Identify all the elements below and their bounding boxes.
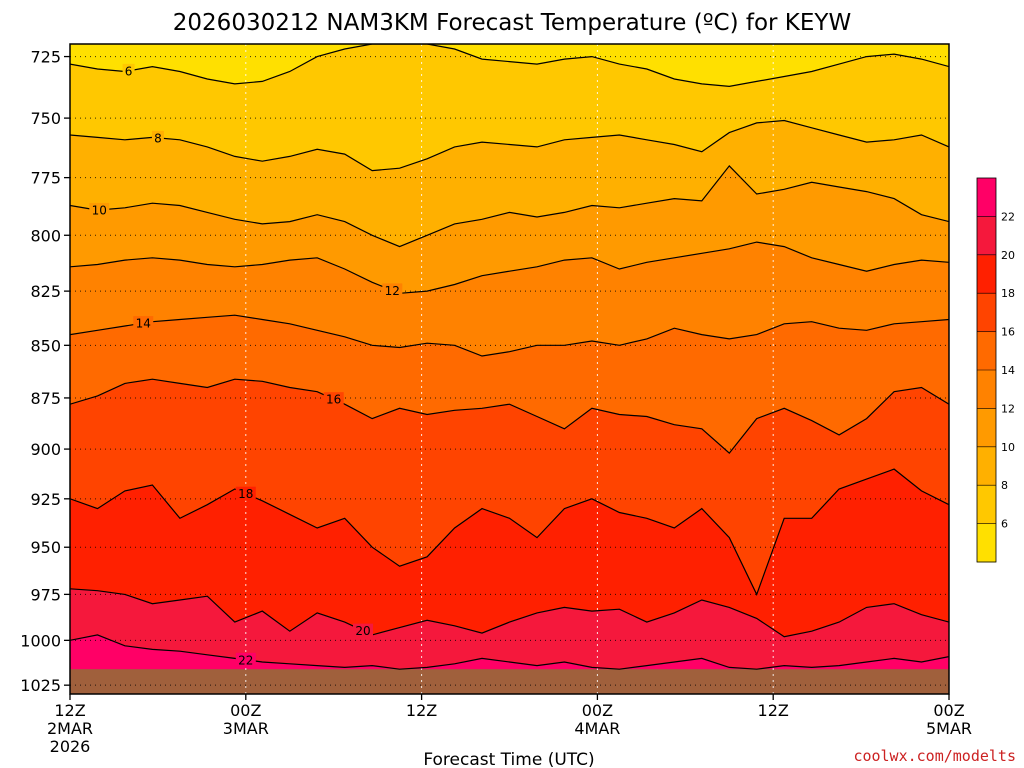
isotherm-label-6: 6	[125, 64, 133, 78]
plot-frame	[69, 43, 950, 695]
x-tick-label-0: 12Z	[54, 701, 85, 720]
plot-area	[70, 44, 949, 694]
x-tick-year-0: 2026	[50, 737, 91, 756]
isotherm-label-bg-10	[89, 202, 110, 217]
y-tick-label-900: 900	[30, 440, 61, 459]
isotherm-12	[70, 241, 949, 294]
isotherm-label-8: 8	[154, 131, 162, 145]
isotherm-label-14: 14	[136, 317, 151, 331]
colorbar-swatch-12	[977, 370, 996, 409]
isotherm-label-bg-22	[235, 652, 256, 667]
colorbar-swatch-8	[977, 446, 996, 486]
colorbar-label-10: 10	[1001, 441, 1015, 454]
isotherm-label-22: 22	[238, 653, 253, 667]
x-tick-label-60: 00Z	[933, 701, 964, 720]
isotherm-label-12: 12	[385, 284, 400, 298]
colorbar-swatch-22	[977, 178, 996, 217]
y-tick-label-825: 825	[30, 282, 61, 301]
x-tick-date-60: 5MAR	[926, 719, 972, 738]
colorbar-label-8: 8	[1001, 479, 1008, 492]
isotherm-10	[70, 164, 949, 248]
x-tick-date-12: 3MAR	[223, 719, 269, 738]
isotherm-label-bg-8	[151, 130, 164, 145]
isotherm-label-16: 16	[326, 393, 341, 407]
isotherm-label-bg-20	[353, 623, 373, 638]
credit-link[interactable]: coolwx.com/modelts	[853, 747, 1016, 765]
isotherm-labels: 6 8 10 12 14 16 18 20 22	[89, 63, 403, 667]
y-tick-label-1025: 1025	[20, 676, 61, 695]
isotherm-18	[70, 468, 949, 596]
colorbar-label-22: 22	[1001, 210, 1015, 223]
x-tick-label-36: 00Z	[582, 701, 613, 720]
isotherm-lines	[70, 44, 949, 670]
x-tick-label-12: 00Z	[230, 701, 261, 720]
colorbar-label-14: 14	[1001, 364, 1015, 377]
colorbar-swatch-6	[977, 485, 996, 525]
x-tick-date-0: 2MAR	[47, 719, 93, 738]
colorbar-swatch-16	[977, 293, 996, 333]
x-tick-label-24: 12Z	[406, 701, 437, 720]
colorbar-swatch-4	[977, 523, 996, 563]
x-tick-label-48: 12Z	[758, 701, 789, 720]
colorbar-swatch-10	[977, 408, 996, 448]
colorbar-swatch-20	[977, 216, 996, 256]
isotherm-label-bg-16	[323, 392, 344, 407]
isotherm-16	[70, 378, 949, 454]
y-tick-label-950: 950	[30, 538, 61, 557]
y-tick-label-975: 975	[30, 585, 61, 604]
surface-ground	[70, 669, 949, 694]
isotherm-20	[70, 588, 949, 638]
isotherm-label-bg-18	[235, 486, 256, 501]
colorbar: 6 8 10 12 14 16 18 20 22	[976, 177, 1015, 563]
y-tick-label-850: 850	[30, 336, 61, 355]
y-tick-label-875: 875	[30, 389, 61, 408]
colorbar-label-20: 20	[1001, 249, 1015, 262]
colorbar-label-16: 16	[1001, 326, 1015, 339]
x-tick-date-36: 4MAR	[574, 719, 620, 738]
grid-lines	[70, 44, 949, 694]
y-tick-label-925: 925	[30, 490, 61, 509]
colorbar-label-12: 12	[1001, 402, 1015, 415]
isotherm-14	[70, 314, 949, 357]
y-axis: 725 750 775 800 825 850 875 900 925 950 975 1000 102…	[20, 48, 70, 695]
chart-title: 2026030212 NAM3KM Forecast Temperature (…	[173, 10, 851, 36]
isotherm-label-18: 18	[238, 487, 253, 501]
isotherm-label-10: 10	[92, 203, 107, 217]
isotherm-label-bg-14	[133, 316, 154, 331]
colorbar-swatch-18	[977, 254, 996, 294]
isotherm-label-20: 20	[355, 624, 370, 638]
isotherm-label-bg-12	[382, 283, 403, 298]
temperature-bands	[70, 44, 949, 694]
x-axis-label: Forecast Time (UTC)	[423, 750, 594, 768]
colorbar-label-6: 6	[1001, 518, 1008, 531]
isotherm-22	[70, 634, 949, 670]
colorbar-label-18: 18	[1001, 287, 1015, 300]
y-tick-label-800: 800	[30, 226, 61, 245]
y-tick-label-725: 725	[30, 48, 61, 67]
y-tick-label-750: 750	[30, 109, 61, 128]
isotherm-6	[70, 44, 949, 88]
colorbar-swatch-14	[977, 331, 996, 371]
isotherm-8	[70, 119, 949, 172]
y-tick-label-1000: 1000	[20, 631, 61, 650]
isotherm-label-bg-6	[122, 63, 135, 78]
y-tick-label-775: 775	[30, 169, 61, 188]
